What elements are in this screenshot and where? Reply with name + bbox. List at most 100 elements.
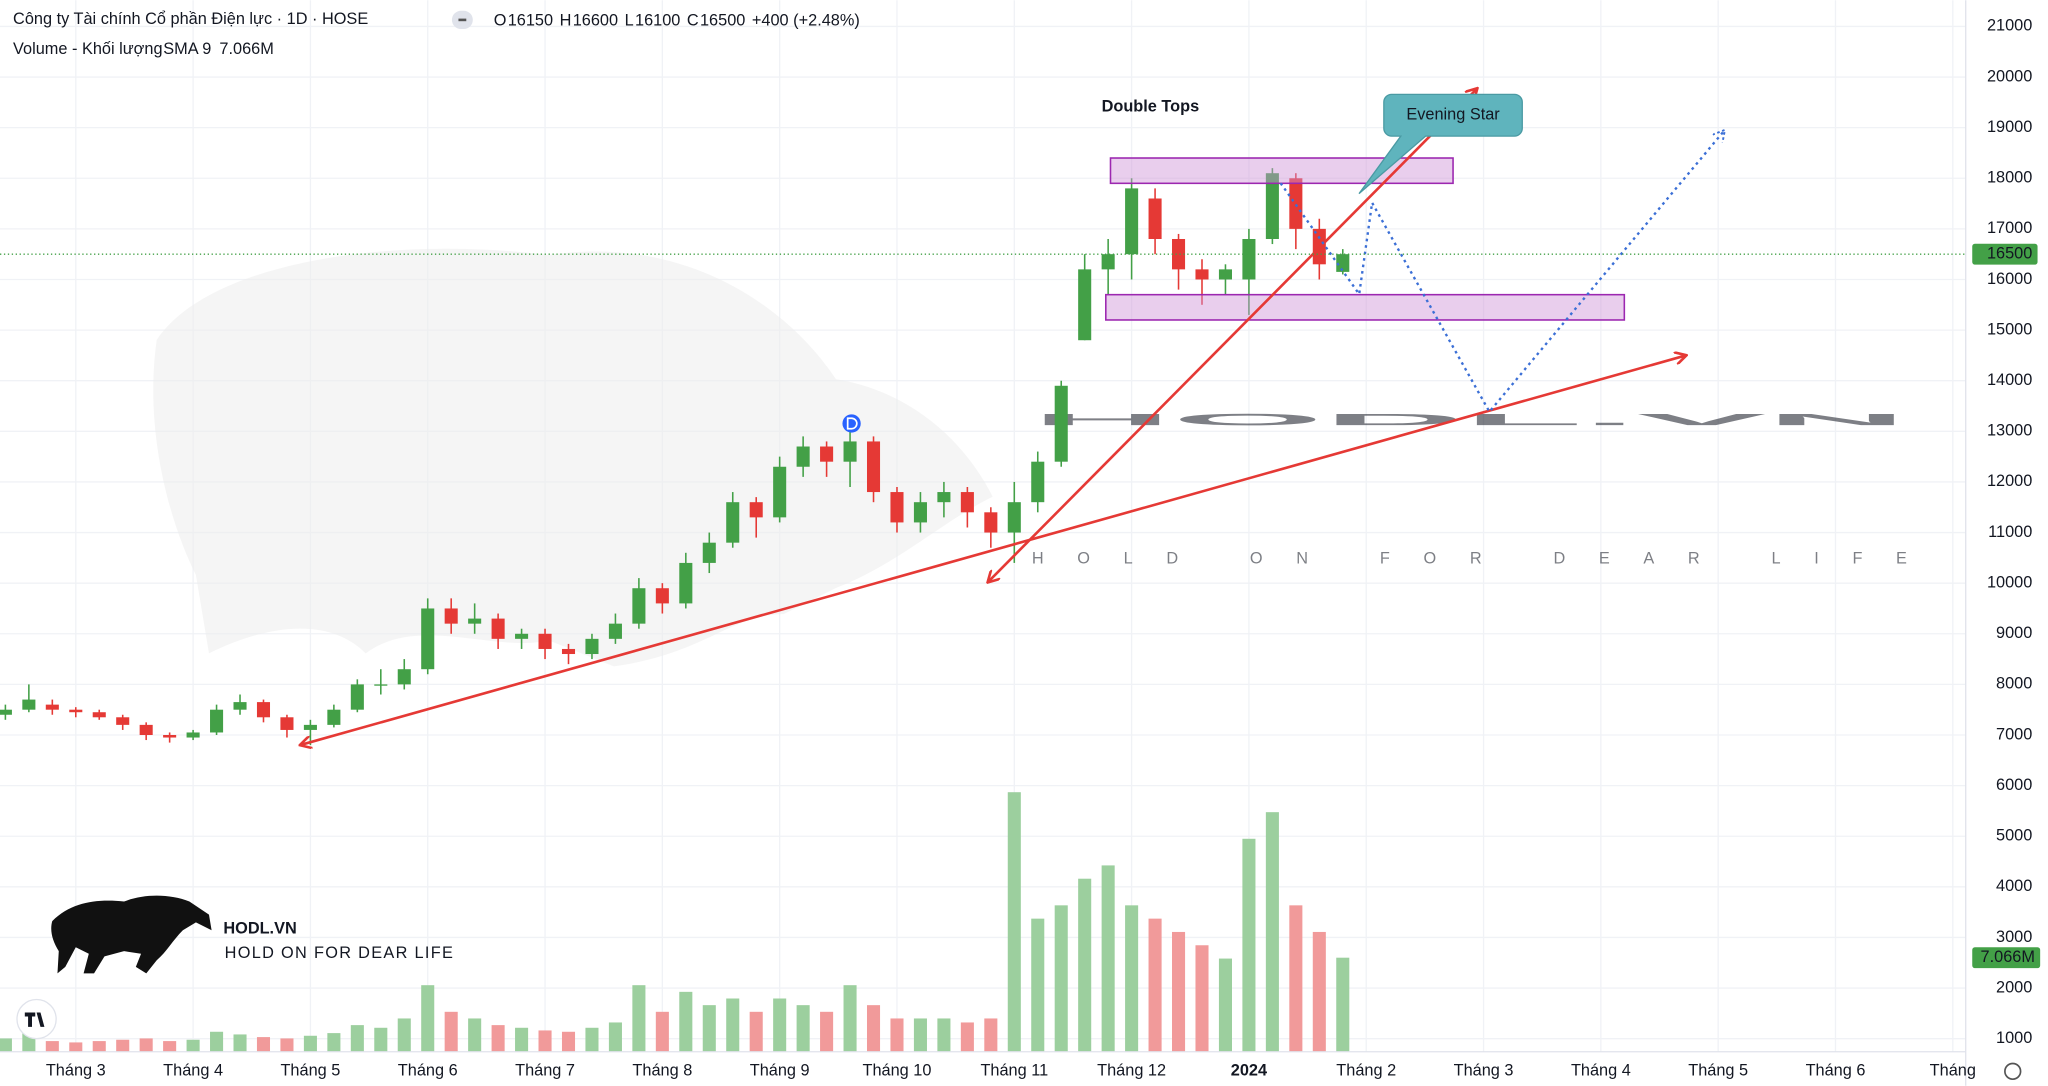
logo-bull (51, 895, 212, 974)
volume-bar (1007, 792, 1021, 1052)
candle-body (397, 669, 411, 685)
y-tick-label: 16000 (1987, 270, 2032, 288)
candle-body (303, 724, 317, 730)
volume-bar (749, 1011, 763, 1052)
candle-body (421, 608, 435, 670)
x-tick-label: Tháng 10 (863, 1062, 932, 1080)
volume-bar (1289, 905, 1303, 1052)
y-tick-label: 14000 (1987, 371, 2032, 389)
legend-label: L (625, 12, 634, 30)
candle-body (561, 648, 576, 655)
volume-bar (843, 985, 857, 1052)
candle-body (22, 699, 36, 710)
candle-body (1218, 269, 1232, 280)
legend-value: 16500 (700, 12, 745, 30)
x-tick-label: Tháng 8 (632, 1062, 692, 1080)
callout-box (1358, 93, 1523, 195)
tv-button[interactable] (16, 998, 57, 1040)
volume-bar (937, 1018, 951, 1052)
candle-body (350, 684, 364, 710)
y-tick-label: 20000 (1987, 67, 2032, 85)
candle-body (1101, 254, 1115, 270)
candle-body (1125, 188, 1139, 255)
volume-bar (280, 1038, 294, 1052)
y-tick-label: 4000 (1996, 877, 2032, 895)
candle-body (1242, 238, 1256, 280)
volume-bar (655, 1011, 669, 1052)
volume-bar (890, 1018, 904, 1052)
x-tick-label: Tháng 3 (1454, 1062, 1514, 1080)
volume-value-box (1972, 947, 2041, 969)
settings-button[interactable] (2004, 1062, 2022, 1081)
volume-bar (491, 1025, 505, 1052)
x-tick-label: Tháng 4 (1571, 1062, 1631, 1080)
candle-body (233, 702, 247, 710)
candle-body (1054, 385, 1068, 462)
candle-body (256, 702, 271, 718)
x-tick-label: Tháng 4 (163, 1062, 223, 1080)
legend-change: +400 (+2.48%) (752, 12, 860, 30)
axes: 1000 2000 3000 4000 5000 6000 7000 8000 9000 1000… (46, 17, 2041, 1080)
y-tick-label: 5000 (1996, 827, 2032, 845)
candle-body (1195, 269, 1209, 280)
volume-bar (726, 998, 740, 1052)
candle-body (937, 492, 951, 503)
candle-body (468, 618, 482, 624)
candle-body (890, 492, 904, 523)
y-tick-label: 1000 (1996, 1029, 2032, 1047)
y-tick-label: 8000 (1996, 675, 2032, 693)
volume-bar (350, 1025, 364, 1052)
volume-bar (515, 1027, 529, 1052)
volume-bar (92, 1041, 106, 1052)
volume-bar (1078, 878, 1092, 1052)
candle-body (585, 638, 599, 655)
candle-body (1148, 198, 1162, 239)
x-tick-label: 2024 (1231, 1062, 1267, 1080)
dividend-marker[interactable] (842, 414, 861, 433)
annotation-text: Double Tops (1102, 98, 1200, 116)
projection-path (1279, 131, 1724, 414)
y-tick-label: 6000 (1996, 776, 2032, 794)
y-tick-label: 12000 (1987, 472, 2032, 490)
candle-body (116, 717, 130, 725)
x-tick-label: Tháng (1930, 1062, 1976, 1080)
volume-bar (327, 1033, 341, 1052)
volume-bar (256, 1037, 271, 1052)
candle-body (92, 712, 106, 718)
y-tick-label: 11000 (1988, 523, 2032, 541)
volume-bar (1242, 838, 1256, 1052)
volume-bar (1172, 931, 1186, 1052)
candle-body (538, 633, 552, 649)
candle-body (960, 492, 974, 513)
candle-body (1289, 178, 1303, 229)
x-tick-label: Tháng 6 (398, 1062, 458, 1080)
candle-body (0, 709, 12, 715)
candle-body (632, 588, 646, 624)
x-tick-label: Tháng 3 (46, 1062, 106, 1080)
candle-body (866, 441, 881, 493)
volume-bar (1101, 865, 1115, 1052)
candle-body (749, 502, 763, 518)
candle-body (163, 735, 177, 738)
candle-body (608, 623, 622, 639)
candle-body (45, 704, 59, 710)
candle-body (210, 709, 224, 733)
logo: HODL.VN HOLD ON FOR DEAR LIFE (51, 895, 453, 974)
y-tick-label: 18000 (1987, 169, 2032, 187)
volume-bar (210, 1031, 224, 1052)
tv-icon (24, 1012, 45, 1027)
x-tick-label: Tháng 5 (1688, 1062, 1748, 1080)
volume-bar (1336, 957, 1350, 1052)
candle-body (444, 608, 458, 624)
volume-bar (1265, 812, 1279, 1052)
x-tick-label: Tháng 12 (1097, 1062, 1166, 1080)
y-tick-label: 21000 (1987, 17, 2032, 35)
volume-ma: SMA 9 (163, 40, 211, 58)
volume-bar (702, 1005, 716, 1052)
price-zone (1105, 293, 1626, 321)
volume-bar (163, 1041, 177, 1052)
volume-bar (632, 985, 646, 1052)
candle-body (186, 732, 200, 738)
volume-layer (0, 792, 1350, 1052)
